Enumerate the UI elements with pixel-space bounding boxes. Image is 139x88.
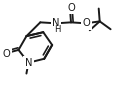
Text: O: O bbox=[3, 49, 11, 59]
Text: N: N bbox=[25, 58, 32, 68]
Text: N: N bbox=[52, 18, 60, 28]
Text: H: H bbox=[54, 25, 60, 34]
Text: O: O bbox=[83, 18, 91, 28]
Text: O: O bbox=[67, 3, 75, 13]
